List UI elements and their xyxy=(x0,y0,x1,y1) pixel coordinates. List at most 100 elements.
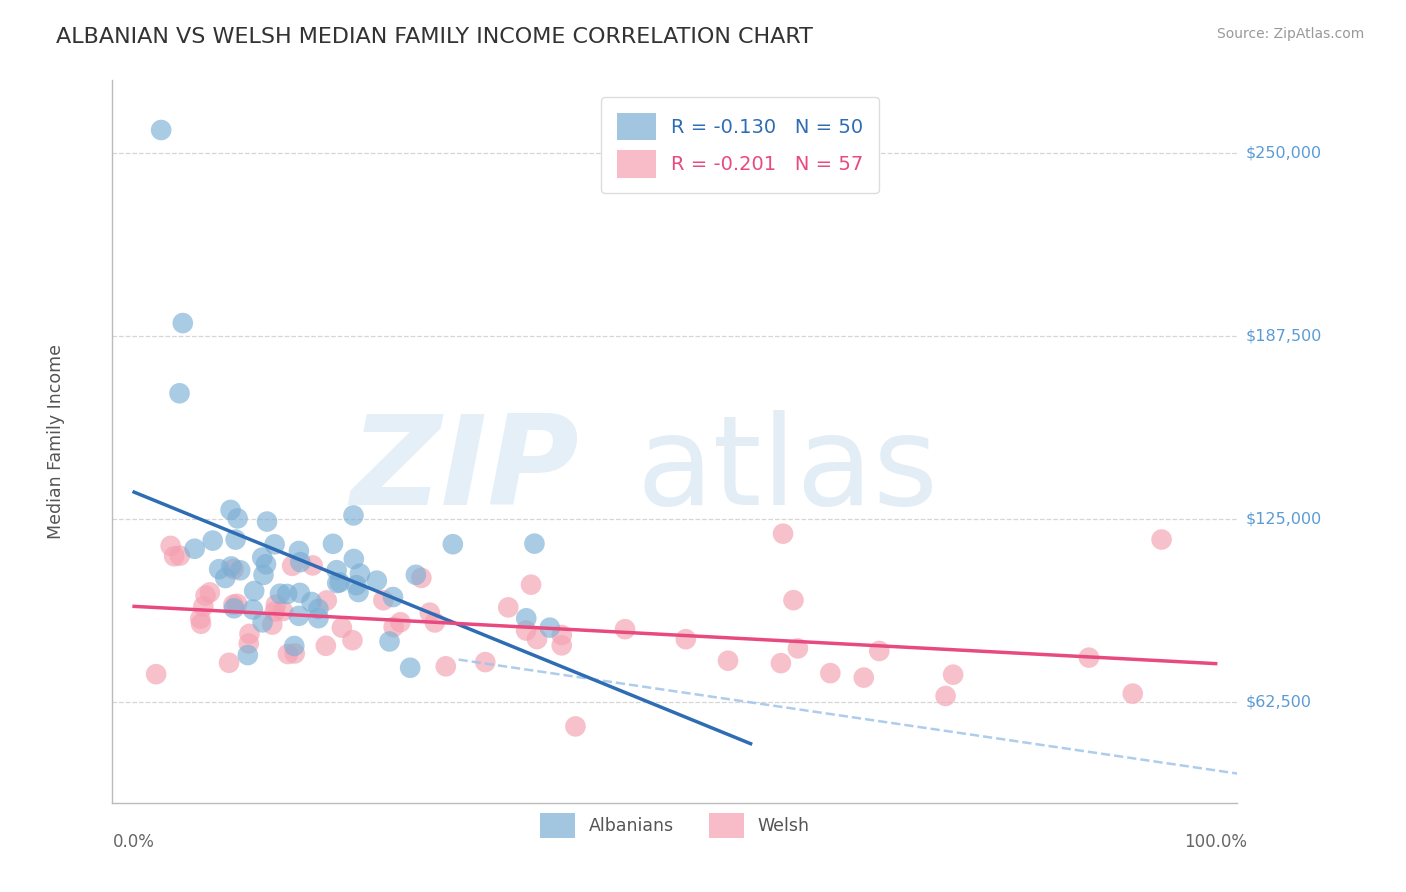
Point xyxy=(284,647,307,661)
Point xyxy=(277,647,299,661)
Point xyxy=(159,539,181,553)
Point xyxy=(342,633,364,648)
Point xyxy=(717,654,740,668)
Point xyxy=(1077,650,1099,665)
Text: $187,500: $187,500 xyxy=(1246,329,1322,343)
Point xyxy=(564,719,586,733)
Point xyxy=(222,562,245,576)
Point xyxy=(498,600,520,615)
Point xyxy=(868,644,890,658)
Point xyxy=(301,558,323,573)
Point xyxy=(208,562,231,576)
Point xyxy=(288,544,311,558)
Point xyxy=(183,541,205,556)
Point xyxy=(344,578,367,592)
Point xyxy=(264,598,287,612)
Point xyxy=(271,604,294,618)
Point xyxy=(343,552,366,566)
Point xyxy=(330,621,353,635)
Point xyxy=(242,602,264,616)
Point xyxy=(675,632,697,647)
Point xyxy=(198,585,221,599)
Point xyxy=(145,667,167,681)
Point xyxy=(218,656,240,670)
Point xyxy=(347,585,370,599)
Point xyxy=(307,602,329,616)
Point xyxy=(222,601,245,615)
Point xyxy=(769,656,792,670)
Point xyxy=(614,622,637,636)
Point xyxy=(551,628,574,642)
Point xyxy=(262,617,284,632)
Point xyxy=(263,605,285,619)
Point xyxy=(243,584,266,599)
Point xyxy=(252,550,274,565)
Point xyxy=(315,593,337,607)
Point xyxy=(942,667,965,681)
Point xyxy=(263,537,285,551)
Point xyxy=(441,537,464,551)
Point xyxy=(226,511,249,525)
Point xyxy=(434,659,457,673)
Point xyxy=(307,611,329,625)
Point xyxy=(214,571,236,585)
Point xyxy=(405,567,427,582)
Point xyxy=(772,526,794,541)
Point xyxy=(526,632,548,646)
Point xyxy=(238,636,260,650)
Point xyxy=(252,615,274,630)
Legend: Albanians, Welsh: Albanians, Welsh xyxy=(533,806,817,845)
Point xyxy=(226,597,249,611)
Point xyxy=(382,590,405,604)
Point xyxy=(219,503,242,517)
Point xyxy=(538,621,561,635)
Point xyxy=(419,606,441,620)
Point xyxy=(150,123,173,137)
Text: $62,500: $62,500 xyxy=(1246,694,1312,709)
Point xyxy=(188,612,211,626)
Text: atlas: atlas xyxy=(637,410,938,531)
Point xyxy=(474,655,496,669)
Point xyxy=(786,641,808,656)
Point xyxy=(169,549,191,563)
Point xyxy=(389,615,412,630)
Point xyxy=(315,639,337,653)
Point xyxy=(201,533,224,548)
Point xyxy=(411,571,433,585)
Point xyxy=(373,593,395,607)
Point xyxy=(276,587,298,601)
Point xyxy=(935,689,957,703)
Point xyxy=(852,671,875,685)
Point xyxy=(366,574,388,588)
Point xyxy=(782,593,804,607)
Point xyxy=(326,576,349,591)
Point xyxy=(288,586,311,600)
Point xyxy=(238,627,260,641)
Point xyxy=(290,555,312,569)
Point xyxy=(219,559,242,574)
Point xyxy=(399,661,422,675)
Text: $125,000: $125,000 xyxy=(1246,511,1322,526)
Point xyxy=(1150,533,1173,547)
Point xyxy=(325,563,347,577)
Point xyxy=(252,567,274,582)
Text: ZIP: ZIP xyxy=(350,410,579,531)
Text: Median Family Income: Median Family Income xyxy=(48,344,65,539)
Point xyxy=(225,533,247,547)
Point xyxy=(229,563,252,577)
Point xyxy=(163,549,186,564)
Text: 100.0%: 100.0% xyxy=(1184,833,1247,851)
Point xyxy=(520,577,543,591)
Point xyxy=(236,648,259,662)
Point xyxy=(382,620,405,634)
Point xyxy=(515,611,537,625)
Point xyxy=(222,598,245,612)
Point xyxy=(322,537,344,551)
Point xyxy=(1122,687,1144,701)
Point xyxy=(288,608,311,623)
Text: Source: ZipAtlas.com: Source: ZipAtlas.com xyxy=(1216,27,1364,41)
Point xyxy=(190,616,212,631)
Point xyxy=(194,589,217,603)
Text: 0.0%: 0.0% xyxy=(112,833,155,851)
Point xyxy=(256,515,278,529)
